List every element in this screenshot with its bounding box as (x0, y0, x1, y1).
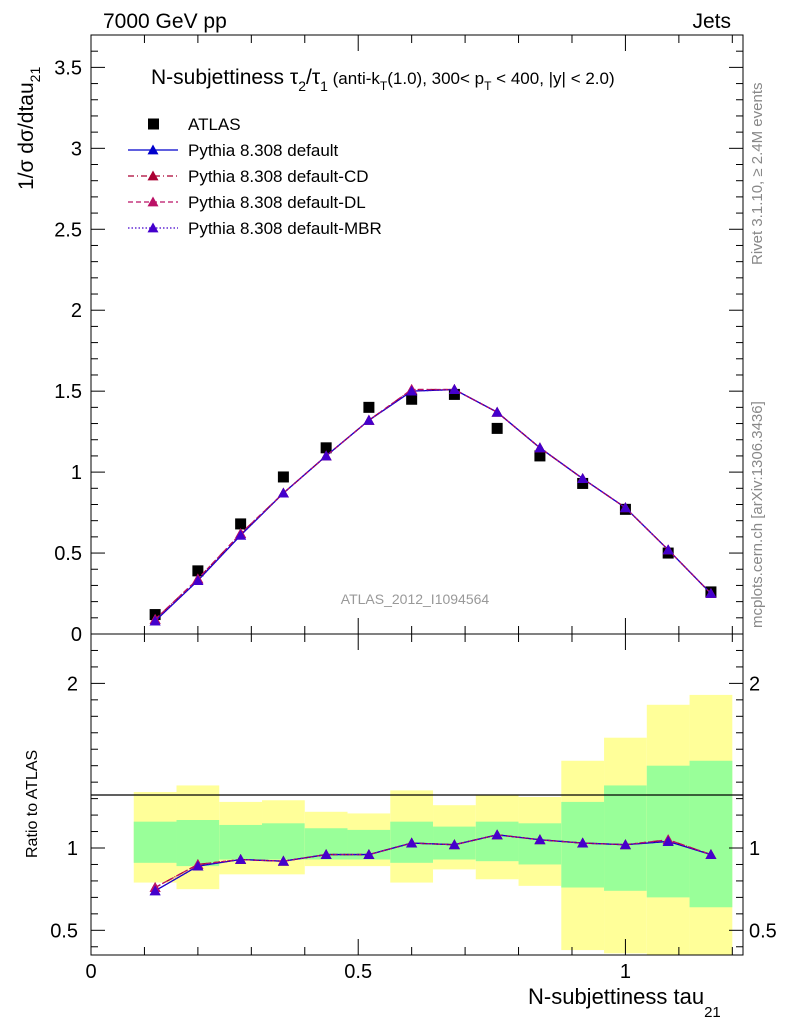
main-y-tick-label: 0 (71, 624, 82, 646)
ratio-band-green (262, 823, 305, 860)
x-tick-label: 1 (620, 961, 631, 983)
atlas-data-point (534, 450, 546, 462)
atlas-data-point (491, 422, 503, 434)
mc-series-point (192, 575, 204, 585)
legend-label: ATLAS (188, 115, 241, 134)
atlas-data-point (320, 442, 332, 454)
mc-series-point (705, 588, 717, 598)
ratio-series-point (491, 829, 503, 840)
legend-marker (147, 196, 159, 207)
ratio-axis-ticks: 0.5 0.5 1 1 2 2 0 0.5 1 (50, 634, 777, 983)
main-y-tick-label: 0.5 (54, 543, 82, 565)
mc-series-point (534, 442, 546, 453)
ratio-series-point (192, 860, 204, 871)
ratio-series-point (149, 885, 161, 896)
ratio-uncertainty-bands (133, 694, 733, 955)
main-y-tick-label: 3 (71, 138, 82, 160)
mc-series-point (149, 615, 161, 626)
ratio-series-group (149, 829, 717, 896)
ratio-band-green (604, 785, 647, 891)
ratio-series-point (235, 854, 247, 864)
ratio-y-tick-label: 0.5 (50, 920, 78, 942)
mc-series-point (662, 544, 674, 555)
atlas-data-point (406, 393, 418, 405)
ratio-series-point (448, 839, 460, 850)
legend-label: Pythia 8.308 default-DL (188, 193, 366, 212)
atlas-data-point (577, 477, 589, 489)
legend-marker (147, 170, 159, 181)
x-tick-label: 0.5 (344, 961, 372, 983)
main-axis-ticks: 0 0.5 1 1.5 2 2.5 3 3.5 (54, 35, 743, 646)
x-tick-label: 0 (85, 961, 96, 983)
mc-series-point (406, 385, 418, 396)
ratio-y-axis-label: Ratio to ATLAS (24, 750, 41, 858)
header-left-label: 7000 GeV pp (103, 10, 227, 33)
mc-series-point (619, 502, 631, 513)
ratio-series-point (577, 837, 589, 848)
atlas-data-point (192, 565, 204, 577)
atlas-data-point (448, 388, 460, 400)
ratio-y-tick-label: 2 (67, 673, 78, 695)
ratio-series-point (705, 849, 717, 859)
ratio-band-green (475, 821, 519, 862)
main-series-group (149, 384, 717, 626)
rivet-version-label: Rivet 3.1.10, ≥ 2.4M events (749, 83, 766, 266)
legend-label: Pythia 8.308 default (188, 141, 339, 160)
mc-series-line (154, 388, 712, 620)
mc-series-point (577, 473, 589, 483)
ratio-band-green (176, 820, 220, 867)
atlas-data-point (235, 518, 247, 530)
ratio-y-tick-label-right: 1 (749, 838, 760, 860)
mcplots-reference-label: mcplots.cern.ch [arXiv:1306.3436] (749, 401, 766, 628)
legend-label: Pythia 8.308 default-CD (188, 167, 369, 186)
mc-series-point (235, 529, 247, 540)
ratio-band-green (133, 821, 177, 863)
analysis-id-label: ATLAS_2012_I1094564 (341, 591, 490, 607)
ratio-series-point (534, 834, 546, 845)
ratio-series-point (662, 835, 674, 846)
ratio-series-point (363, 849, 375, 859)
ratio-band-green (689, 760, 733, 908)
legend-marker-atlas (148, 118, 159, 130)
legend-marker (147, 144, 159, 155)
ratio-band-green (219, 824, 263, 860)
main-y-tick-label: 1 (71, 462, 82, 484)
mc-series-point (277, 487, 289, 498)
atlas-data-point (363, 401, 375, 413)
x-axis-label: N-subjettiness tau21 (528, 984, 721, 1021)
main-plot-title: N-subjettiness τ2/τ1 (anti-kT(1.0), 300<… (151, 66, 615, 94)
ratio-y-tick-label: 1 (67, 838, 78, 860)
atlas-data-point (277, 471, 289, 483)
legend-label: Pythia 8.308 default-MBR (188, 219, 382, 238)
main-y-tick-label: 2 (71, 300, 82, 322)
ratio-series-point (277, 855, 289, 866)
ratio-y-tick-label-right: 0.5 (749, 920, 777, 942)
ratio-series-point (619, 839, 631, 850)
mc-series-point (448, 384, 460, 394)
main-y-tick-label: 1.5 (54, 381, 82, 403)
mc-series-point (363, 414, 375, 425)
ratio-series-line (154, 834, 712, 892)
legend: ATLAS Pythia 8.308 default Pythia 8.308 de… (128, 115, 382, 238)
ratio-series-point (320, 849, 332, 859)
mc-series-point (491, 406, 503, 417)
ratio-y-tick-label-right: 2 (749, 673, 760, 695)
header-right-label: Jets (692, 10, 731, 33)
main-y-tick-label: 2.5 (54, 219, 82, 241)
main-y-tick-label: 3.5 (54, 57, 82, 79)
ratio-band-green (646, 765, 690, 898)
mc-series-point (320, 450, 332, 461)
ratio-plot-frame (90, 633, 744, 956)
legend-marker (147, 222, 159, 233)
ratio-series-point (406, 837, 418, 848)
main-y-axis-label: 1/σ dσ/dtau21 (15, 67, 43, 190)
